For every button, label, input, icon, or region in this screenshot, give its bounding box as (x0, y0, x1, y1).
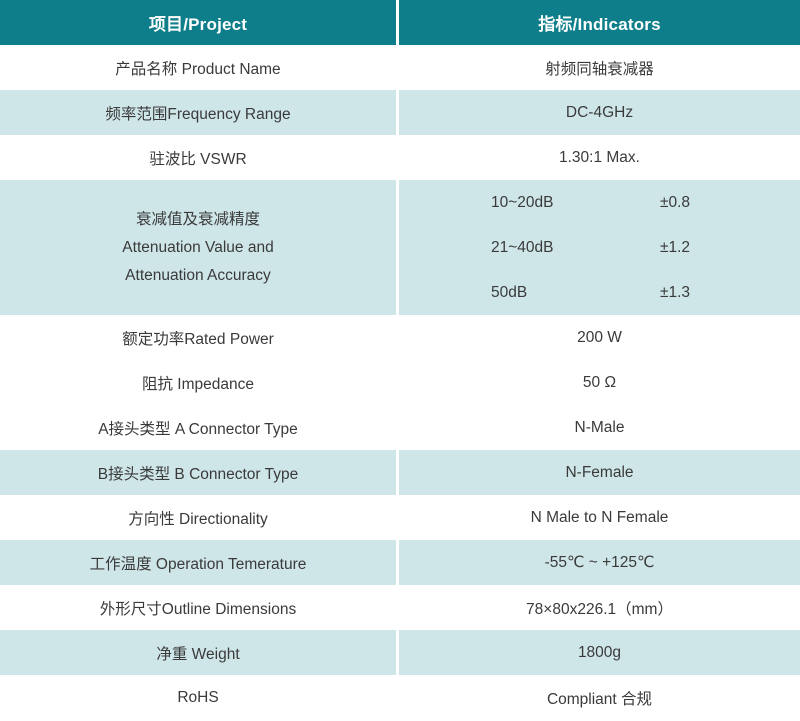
product-name-value: 射频同轴衰减器 (545, 60, 654, 78)
row-frequency-range: 频率范围Frequency Range DC-4GHz (0, 90, 800, 135)
header-indicators: 指标/Indicators (538, 15, 661, 34)
b-connector-value: N-Female (565, 463, 634, 481)
row-rated-power: 额定功率Rated Power 200 W (0, 315, 800, 360)
row-b-connector: B接头类型 B Connector Type N-Female (0, 450, 800, 495)
attenuation-values: 10~20dB ±0.8 21~40dB ±1.2 50dB ±1.3 (399, 180, 800, 315)
rated-power-value: 200 W (577, 328, 622, 346)
row-operation-temperature: 工作温度 Operation Temerature -55℃ ~ +125℃ (0, 540, 800, 585)
directionality-label: 方向性 Directionality (0, 495, 399, 540)
row-vswr: 驻波比 VSWR 1.30:1 Max. (0, 135, 800, 180)
table-header-row: 项目/Project 指标/Indicators (0, 0, 800, 45)
operation-temperature-value: -55℃ ~ +125℃ (544, 554, 655, 571)
attenuation-range: 21~40dB (491, 238, 554, 256)
row-attenuation: 衰减值及衰减精度 Attenuation Value and Attenuati… (0, 180, 800, 315)
a-connector-value: N-Male (574, 418, 625, 436)
row-directionality: 方向性 Directionality N Male to N Female (0, 495, 800, 540)
row-a-connector: A接头类型 A Connector Type N-Male (0, 405, 800, 450)
attenuation-range: 50dB (491, 283, 528, 301)
row-rohs: RoHS Compliant 合规 (0, 675, 800, 721)
a-connector-label: A接头类型 A Connector Type (0, 405, 399, 450)
vswr-value: 1.30:1 Max. (559, 148, 640, 166)
outline-dimensions-value: 78×80x226.1（mm） (526, 600, 673, 618)
vswr-label: 驻波比 VSWR (0, 135, 399, 180)
impedance-label: 阻抗 Impedance (0, 360, 399, 405)
rohs-value: Compliant 合规 (546, 691, 653, 708)
directionality-value: N Male to N Female (530, 508, 669, 526)
attenuation-tolerance: ±1.3 (660, 283, 691, 301)
attenuation-range: 10~20dB (491, 193, 554, 211)
product-name-label: 产品名称 Product Name (0, 45, 399, 90)
rohs-label: RoHS (0, 675, 399, 721)
row-product-name: 产品名称 Product Name 射频同轴衰减器 (0, 45, 800, 90)
b-connector-label: B接头类型 B Connector Type (0, 450, 399, 495)
frequency-range-value: DC-4GHz (565, 103, 634, 121)
row-outline-dimensions: 外形尺寸Outline Dimensions 78×80x226.1（mm） (0, 585, 800, 630)
attenuation-label: 衰减值及衰减精度 Attenuation Value and Attenuati… (0, 180, 399, 315)
attenuation-tolerance: ±0.8 (660, 193, 691, 211)
weight-value: 1800g (577, 643, 622, 661)
attenuation-entry: 10~20dB ±0.8 (399, 180, 800, 225)
weight-label: 净重 Weight (0, 630, 399, 675)
attenuation-entry: 50dB ±1.3 (399, 270, 800, 315)
attenuation-label-line-3: Attenuation Accuracy (125, 266, 271, 284)
row-weight: 净重 Weight 1800g (0, 630, 800, 675)
header-project: 项目/Project (0, 0, 399, 45)
frequency-range-label: 频率范围Frequency Range (0, 90, 399, 135)
attenuation-tolerance: ±1.2 (660, 238, 691, 256)
attenuation-label-line-1: 衰减值及衰减精度 (135, 210, 260, 228)
attenuation-label-line-2: Attenuation Value and (122, 238, 274, 256)
rated-power-label: 额定功率Rated Power (0, 315, 399, 360)
operation-temperature-label: 工作温度 Operation Temerature (0, 540, 399, 585)
outline-dimensions-label: 外形尺寸Outline Dimensions (0, 585, 399, 630)
impedance-value: 50 Ω (582, 373, 617, 391)
row-impedance: 阻抗 Impedance 50 Ω (0, 360, 800, 405)
attenuation-entry: 21~40dB ±1.2 (399, 225, 800, 270)
